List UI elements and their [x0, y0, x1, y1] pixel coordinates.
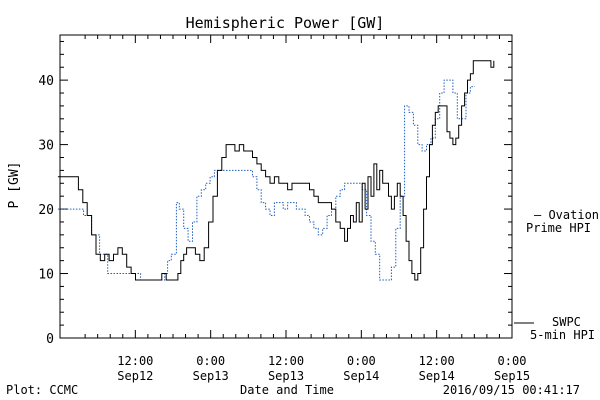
- legend-ovation-line2: Prime HPI: [526, 221, 591, 235]
- x-axis-ticks: 12:00Sep120:00Sep1312:00Sep130:00Sep1412…: [84, 35, 530, 383]
- y-tick-label: 20: [38, 203, 54, 218]
- x-tick-label-date: Sep14: [343, 369, 379, 383]
- footer-timestamp: 2016/09/15 00:41:17: [443, 383, 580, 397]
- x-tick-label-time: 0:00: [196, 354, 225, 368]
- x-tick-label-time: 0:00: [498, 354, 527, 368]
- legend-swpc-line2: 5-min HPI: [530, 328, 595, 342]
- y-tick-label: 40: [38, 74, 54, 89]
- x-tick-label-date: Sep12: [117, 369, 153, 383]
- y-axis-ticks: 0 10 20 30 40: [38, 40, 512, 347]
- y-tick-label: 30: [38, 139, 54, 154]
- y-axis-label: P [GW]: [7, 162, 22, 209]
- x-tick-label-time: 0:00: [347, 354, 376, 368]
- footer-plot-credit: Plot: CCMC: [6, 383, 78, 397]
- y-tick-label: 0: [46, 332, 54, 347]
- x-tick-label-date: Sep14: [419, 369, 455, 383]
- series-swpc-line: [57, 60, 495, 281]
- x-tick-label-time: 12:00: [117, 354, 153, 368]
- chart-title: Hemispheric Power [GW]: [186, 14, 385, 32]
- x-tick-label-time: 12:00: [268, 354, 304, 368]
- legend-ovation-prime-hpi: – Ovation Prime HPI: [526, 208, 599, 235]
- x-tick-label-date: Sep13: [268, 369, 304, 383]
- x-axis-label: Date and Time: [240, 383, 334, 397]
- legend-ovation-line1: – Ovation: [534, 208, 599, 222]
- series-layer: [57, 60, 495, 281]
- y-tick-label: 10: [38, 268, 54, 283]
- x-tick-label-date: Sep15: [494, 369, 530, 383]
- legend-swpc-5min-hpi: SWPC 5-min HPI: [514, 315, 595, 342]
- x-tick-label-date: Sep13: [193, 369, 229, 383]
- series-ovation-prime-line: [57, 79, 475, 281]
- x-tick-label-time: 12:00: [419, 354, 455, 368]
- legend-swpc-line1: SWPC: [552, 315, 581, 329]
